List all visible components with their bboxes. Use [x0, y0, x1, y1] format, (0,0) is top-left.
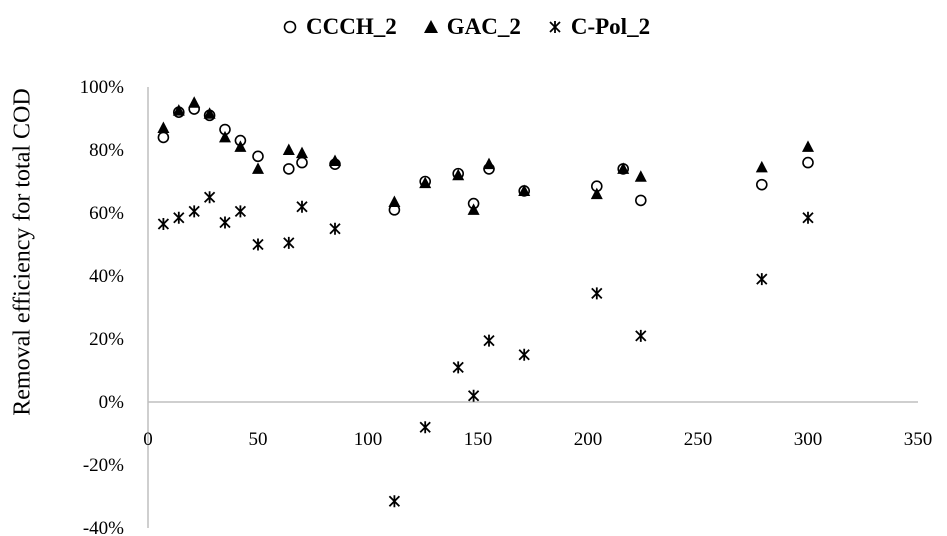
data-point-c-pol-2	[635, 329, 647, 342]
x-tick-label: 150	[464, 429, 493, 450]
data-point-c-pol-2	[157, 218, 170, 231]
data-point-c-pol-2	[452, 361, 464, 374]
y-axis-title: Removal efficiency for total COD	[3, 0, 43, 536]
data-point-c-pol-2	[234, 205, 247, 218]
y-tick-label: -20%	[83, 455, 124, 476]
data-point-ccch-2	[634, 194, 647, 207]
data-point-gac-2	[203, 107, 216, 119]
asterisk-icon	[549, 21, 561, 33]
data-point-c-pol-2	[219, 216, 231, 229]
data-point-gac-2	[419, 176, 432, 189]
data-point-gac-2	[388, 195, 401, 207]
data-point-gac-2	[282, 143, 295, 155]
legend-item-gac2: GAC_2	[423, 14, 521, 40]
data-point-c-pol-2	[188, 205, 200, 218]
data-point-gac-2	[296, 146, 308, 159]
data-point-gac-2	[188, 96, 201, 108]
data-point-c-pol-2	[173, 211, 185, 224]
data-points	[157, 96, 814, 508]
data-point-gac-2	[234, 140, 247, 152]
data-point-gac-2	[329, 154, 341, 167]
x-tick-label: 300	[794, 429, 823, 450]
data-point-c-pol-2	[388, 495, 401, 508]
legend-item-cpol2: C-Pol_2	[547, 14, 650, 40]
data-point-ccch-2	[252, 150, 264, 163]
data-point-gac-2	[634, 170, 647, 182]
x-tick-label: 350	[904, 429, 933, 450]
legend-label: CCCH_2	[306, 14, 397, 39]
legend: CCCH_2 GAC_2 C-Pol_2	[282, 14, 650, 40]
data-point-c-pol-2	[756, 273, 768, 286]
data-point-c-pol-2	[419, 421, 431, 434]
data-point-c-pol-2	[283, 236, 295, 249]
data-point-c-pol-2	[802, 211, 814, 224]
data-point-c-pol-2	[329, 222, 341, 235]
data-point-gac-2	[617, 162, 630, 174]
data-point-gac-2	[157, 121, 170, 133]
data-point-c-pol-2	[518, 348, 530, 361]
y-tick-label: 20%	[89, 329, 124, 350]
y-tick-label: 80%	[89, 140, 124, 161]
data-point-gac-2	[252, 162, 264, 174]
data-point-gac-2	[518, 184, 531, 196]
legend-item-ccch2: CCCH_2	[282, 14, 397, 40]
data-point-ccch-2	[802, 156, 814, 169]
data-point-gac-2	[219, 130, 231, 143]
data-point-c-pol-2	[467, 389, 480, 402]
legend-label: GAC_2	[446, 14, 521, 39]
x-tick-label: 100	[354, 429, 383, 450]
data-point-ccch-2	[755, 178, 768, 191]
data-point-c-pol-2	[203, 191, 216, 204]
data-point-gac-2	[467, 203, 480, 215]
x-tick-label: 0	[143, 429, 153, 450]
y-tick-label: -40%	[83, 518, 124, 536]
data-point-ccch-2	[282, 163, 295, 175]
x-tick-label: 200	[574, 429, 603, 450]
data-point-c-pol-2	[252, 238, 264, 251]
data-point-c-pol-2	[591, 287, 603, 300]
data-point-gac-2	[590, 187, 603, 200]
data-point-gac-2	[452, 168, 465, 181]
data-point-gac-2	[755, 160, 768, 173]
x-tick-label: 250	[684, 429, 713, 450]
y-tick-label: 0%	[99, 392, 125, 413]
data-point-c-pol-2	[483, 334, 495, 347]
x-tick-labels: 0 50 100 150 200 250 300 350	[143, 429, 932, 450]
legend-label: C-Pol_2	[570, 14, 651, 39]
y-tick-label: 40%	[89, 266, 124, 287]
data-point-gac-2	[483, 157, 495, 170]
y-tick-label: 100%	[80, 77, 125, 98]
y-tick-label: 60%	[89, 203, 124, 224]
data-point-gac-2	[172, 104, 185, 116]
y-axis-title-text: Removal efficiency for total COD	[9, 88, 36, 416]
filled-triangle-icon	[423, 20, 438, 33]
data-point-ccch-2	[296, 156, 308, 169]
data-point-ccch-2	[157, 131, 170, 144]
data-point-gac-2	[802, 140, 814, 152]
open-circle-icon	[283, 20, 297, 34]
x-tick-label: 50	[249, 429, 268, 450]
data-point-c-pol-2	[296, 200, 308, 213]
y-tick-labels: -40% -20% 0% 20% 40% 60% 80% 100%	[80, 77, 125, 536]
